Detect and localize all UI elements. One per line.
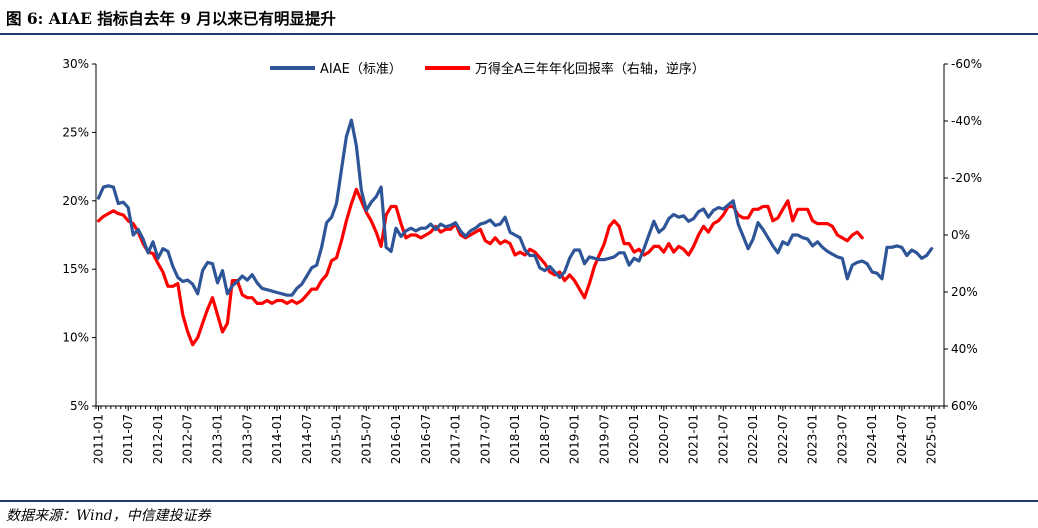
legend-label-aiae: AIAE（标准） xyxy=(320,62,402,77)
y-left-tick-label: 15% xyxy=(62,262,89,276)
y-left-tick-label: 10% xyxy=(62,331,89,345)
x-tick-label: 2013-07 xyxy=(240,414,254,464)
y-right-tick-label: 20% xyxy=(951,285,978,299)
footer-rule xyxy=(0,500,1038,502)
x-tick-label: 2012-01 xyxy=(151,414,165,464)
y-right-tick-label: 40% xyxy=(951,342,978,356)
source-note: 数据来源：Wind，中信建投证券 xyxy=(6,508,211,524)
header-rule xyxy=(0,33,1038,35)
y-left-tick-label: 30% xyxy=(62,57,89,71)
x-tick-label: 2022-01 xyxy=(746,414,760,464)
chart-legend: AIAE（标准） 万得全A三年年化回报率（右轴，逆序） xyxy=(270,61,705,77)
y-axis-left-ticks: 5% 10% 15% 20% 25% 30% xyxy=(62,57,96,413)
x-tick-label: 2015-07 xyxy=(359,414,373,464)
x-tick-label: 2025-01 xyxy=(925,414,939,464)
x-tick-label: 2022-07 xyxy=(776,414,790,464)
y-right-tick-label: 0% xyxy=(951,228,970,242)
x-tick-label: 2016-07 xyxy=(419,414,433,464)
x-tick-label: 2021-01 xyxy=(687,414,701,464)
x-tick-label: 2024-07 xyxy=(895,414,909,464)
y-right-tick-label: 60% xyxy=(951,399,978,413)
y-left-tick-label: 20% xyxy=(62,194,89,208)
y-left-tick-label: 5% xyxy=(70,399,89,413)
x-tick-label: 2017-01 xyxy=(449,414,463,464)
x-tick-label: 2016-01 xyxy=(389,414,403,464)
x-tick-label: 2018-07 xyxy=(538,414,552,464)
x-tick-label: 2020-01 xyxy=(627,414,641,464)
x-tick-label: 2024-01 xyxy=(865,414,879,464)
series-lines xyxy=(96,118,934,347)
y-right-tick-label: -40% xyxy=(951,114,982,128)
y-right-tick-label: -20% xyxy=(951,171,982,185)
x-tick-label: 2019-01 xyxy=(568,414,582,464)
legend-label-return: 万得全A三年年化回报率（右轴，逆序） xyxy=(475,61,705,77)
x-tick-label: 2018-01 xyxy=(508,414,522,464)
x-tick-label: 2020-07 xyxy=(657,414,671,464)
series-line-aiae xyxy=(96,118,934,297)
x-tick-label: 2015-01 xyxy=(330,414,344,464)
x-tick-label: 2021-07 xyxy=(716,414,730,464)
x-tick-label: 2023-01 xyxy=(806,414,820,464)
x-tick-label: 2012-07 xyxy=(181,414,195,464)
x-tick-label: 2017-07 xyxy=(478,414,492,464)
y-axis-right-ticks: -60% -40% -20% 0% 20% 40% 60% xyxy=(944,57,982,413)
y-right-tick-label: -60% xyxy=(951,57,982,71)
x-tick-label: 2023-07 xyxy=(835,414,849,464)
x-tick-label: 2013-01 xyxy=(210,414,224,464)
x-axis-ticks: 2011-01 2011-07 2012-01 2012-07 2013-01 2013-… xyxy=(91,406,945,464)
figure-title: 图 6: AIAE 指标自去年 9 月以来已有明显提升 xyxy=(6,9,336,28)
x-tick-label: 2019-07 xyxy=(597,414,611,464)
x-tick-label: 2011-07 xyxy=(121,414,135,464)
x-tick-label: 2011-01 xyxy=(91,414,105,464)
y-left-tick-label: 25% xyxy=(62,125,89,139)
chart-axes xyxy=(95,64,945,407)
x-tick-label: 2014-07 xyxy=(300,414,314,464)
x-tick-label: 2014-01 xyxy=(270,414,284,464)
